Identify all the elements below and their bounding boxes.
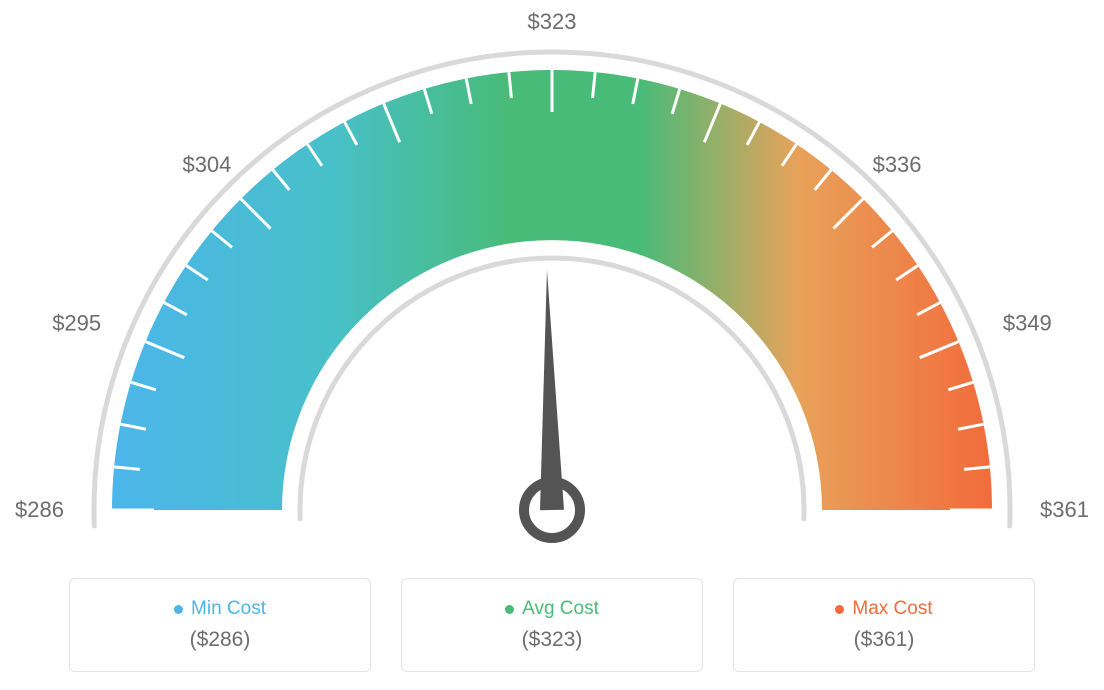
legend-top: Min Cost [174,598,266,620]
gauge-chart: $286 $295 $304 $323 $336 $349 $361 [0,0,1104,560]
gauge-svg: $286 $295 $304 $323 $336 $349 $361 [0,0,1104,560]
dot-icon [835,605,844,614]
svg-text:$361: $361 [1040,497,1089,522]
svg-text:$349: $349 [1003,310,1052,335]
svg-text:$336: $336 [873,152,922,177]
legend-label: Max Cost [852,598,932,620]
legend-label: Min Cost [191,598,266,620]
legend-label: Avg Cost [522,598,599,620]
svg-text:$295: $295 [52,310,101,335]
svg-text:$323: $323 [528,9,577,34]
legend-value: ($323) [522,628,583,652]
legend-top: Max Cost [835,598,932,620]
svg-text:$286: $286 [15,497,64,522]
legend-card-min: Min Cost ($286) [69,578,371,672]
svg-text:$304: $304 [182,152,231,177]
legend-card-avg: Avg Cost ($323) [401,578,703,672]
legend-value: ($286) [190,628,251,652]
legend-top: Avg Cost [505,598,599,620]
legend-card-max: Max Cost ($361) [733,578,1035,672]
dot-icon [505,605,514,614]
legend-value: ($361) [854,628,915,652]
dot-icon [174,605,183,614]
legend-row: Min Cost ($286) Avg Cost ($323) Max Cost… [0,578,1104,672]
